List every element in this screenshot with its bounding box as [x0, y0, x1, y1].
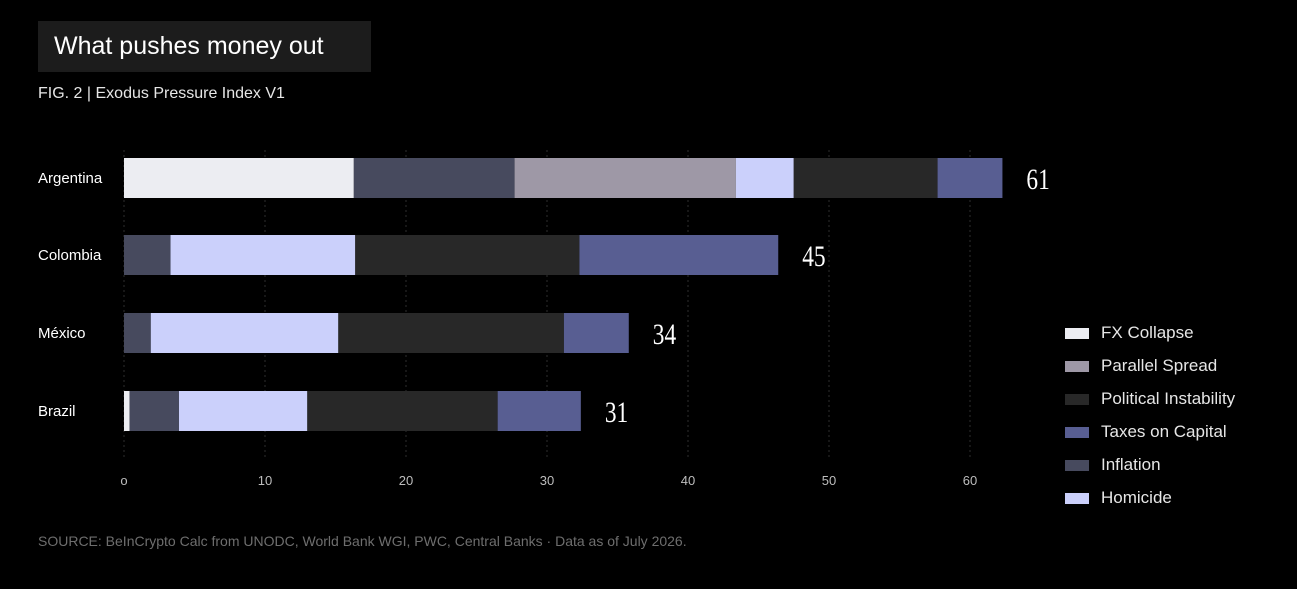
row-label: Colombia: [38, 247, 102, 264]
legend-swatch: [1065, 360, 1089, 372]
chart-title: What pushes money out: [54, 32, 324, 60]
legend-swatch: [1065, 459, 1089, 471]
legend-item: Parallel Spread: [1065, 351, 1235, 381]
bar-segment: [937, 158, 1003, 198]
chart-title-box: What pushes money out: [38, 21, 371, 72]
source-note: SOURCE: BeInCrypto Calc from UNODC, Worl…: [38, 533, 687, 549]
x-tick-label: 20: [399, 473, 413, 488]
total-label: 31: [605, 395, 628, 428]
bar-segment: [497, 391, 581, 431]
bar-segment: [793, 158, 938, 198]
legend-label: Political Instability: [1101, 389, 1236, 408]
bar-segment: [355, 235, 580, 275]
total-label: 61: [1026, 162, 1049, 195]
legend-swatch: [1065, 327, 1089, 339]
legend-label: Taxes on Capital: [1101, 422, 1227, 441]
bar-segment: [735, 158, 794, 198]
legend-label: FX Collapse: [1101, 323, 1194, 342]
x-tick-label: 60: [963, 473, 977, 488]
total-label: 34: [653, 317, 677, 350]
total-label: 45: [802, 239, 825, 272]
row-label: Argentina: [38, 170, 103, 187]
bar-segment: [563, 313, 629, 353]
legend-item: Political Instability: [1065, 384, 1235, 414]
legend-label: Inflation: [1101, 455, 1161, 474]
legend-swatch: [1065, 393, 1089, 405]
bar-segment: [353, 158, 515, 198]
legend-item: Inflation: [1065, 450, 1235, 480]
bar-segment: [579, 235, 779, 275]
x-tick-label: 50: [822, 473, 836, 488]
legend-label: Homicide: [1101, 488, 1172, 507]
bar-segment: [124, 158, 354, 198]
bar-segment: [124, 391, 130, 431]
bar-segment: [124, 235, 171, 275]
bar-segment: [150, 313, 339, 353]
legend-label: Parallel Spread: [1101, 356, 1218, 375]
bar-segment: [338, 313, 564, 353]
x-tick-label: 40: [681, 473, 695, 488]
bar-segment: [170, 235, 356, 275]
x-tick-label: o: [120, 473, 127, 488]
legend-item: FX Collapse: [1065, 318, 1235, 348]
legend-swatch: [1065, 426, 1089, 438]
bar-segment: [129, 391, 179, 431]
x-tick-label: 30: [540, 473, 554, 488]
chart-legend: FX Collapse Parallel Spread Political Inst…: [1065, 318, 1235, 516]
legend-item: Homicide: [1065, 483, 1235, 513]
bar-segment: [307, 391, 498, 431]
legend-swatch: [1065, 492, 1089, 504]
bar-segment: [514, 158, 736, 198]
bar-segment: [178, 391, 308, 431]
legend-item: Taxes on Capital: [1065, 417, 1235, 447]
bar-segment: [124, 313, 151, 353]
row-label: Brazil: [38, 403, 76, 420]
chart-subtitle: FIG. 2 | Exodus Pressure Index V1: [38, 85, 285, 102]
row-label: México: [38, 325, 86, 342]
stacked-bar-chart: o 10 20 30 40 50 60 Argentina 61 Colombia 45 México…: [38, 150, 1050, 488]
x-tick-label: 10: [258, 473, 272, 488]
